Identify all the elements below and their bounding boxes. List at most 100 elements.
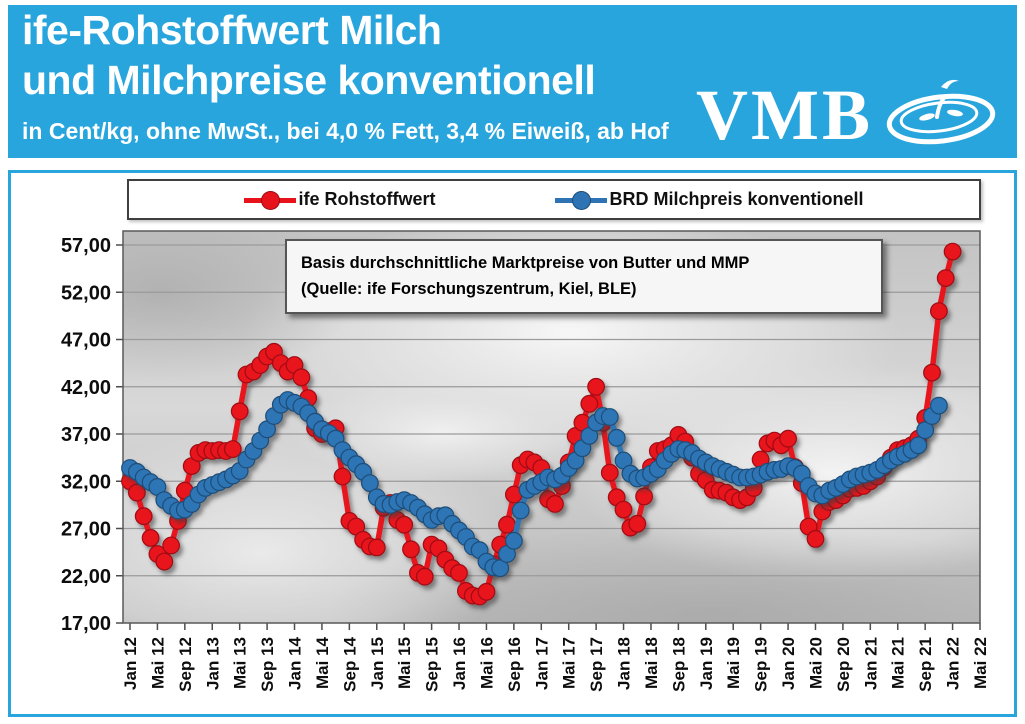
y-tick-label: 17,00 (61, 613, 111, 635)
data-point (930, 396, 948, 415)
data-point (155, 552, 174, 571)
x-tick-label: Mai 20 (806, 637, 825, 689)
x-tick-label: Sep 19 (752, 637, 771, 692)
legend-label-ife: ife Rohstoffwert (298, 189, 436, 209)
data-point (614, 500, 633, 519)
x-tick-label: Jan 18 (615, 637, 634, 690)
page-title-line2: und Milchpreise konventionell (22, 57, 596, 103)
blue-dot-swatch (572, 190, 592, 210)
page-subtitle: in Cent/kg, ohne MwSt., bei 4,0 % Fett, … (22, 118, 669, 144)
x-tick-label: Jan 22 (944, 637, 963, 690)
plot-border (122, 230, 981, 624)
data-point (361, 474, 379, 493)
data-point (292, 368, 311, 387)
x-tick-label: Jan 12 (121, 637, 140, 690)
x-tick-label: Jan 13 (203, 637, 222, 690)
x-tick-label: Mai 12 (148, 637, 167, 689)
data-point (491, 559, 510, 578)
legend-item-brd: BRD Milchpreis konventionell (555, 189, 864, 210)
legend-item-ife: ife Rohstoffwert (244, 189, 435, 210)
red-dot-swatch (261, 190, 281, 210)
data-point (943, 242, 962, 261)
x-tick-label: Mai 17 (560, 637, 579, 689)
y-tick-label: 32,00 (61, 471, 111, 493)
x-tick-label: Jan 14 (286, 636, 305, 689)
x-tick-label: Sep 18 (669, 637, 688, 692)
vmb-swirl-icon (879, 73, 999, 156)
x-tick-label: Jan 19 (697, 637, 716, 690)
x-tick-label: Mai 22 (971, 637, 990, 689)
data-point (930, 302, 948, 321)
x-tick-label: Mai 15 (395, 637, 414, 689)
page-title-line1: ife-Rohstoffwert Milch (22, 7, 442, 53)
axes: 57,00 52,00 47,00 42,00 37,00 32,00 27,00 22,00… (61, 235, 990, 692)
data-point (909, 436, 928, 455)
data-point (923, 363, 941, 382)
x-tick-label: Sep 20 (834, 637, 853, 692)
x-tick-label: Jan 15 (368, 637, 387, 690)
data-point (635, 487, 653, 506)
x-tick-label: Sep 21 (916, 637, 935, 692)
x-tick-label: Mai 21 (889, 637, 908, 689)
data-point (162, 536, 181, 555)
data-point (402, 540, 420, 559)
x-tick-label: Sep 16 (505, 637, 524, 692)
data-point (134, 507, 153, 526)
data-point (141, 529, 160, 547)
data-point (395, 515, 414, 534)
data-point (806, 530, 825, 548)
x-tick-label: Mai 16 (477, 637, 496, 689)
blue-series-marker-icon (555, 190, 608, 210)
x-tick-label: Jan 16 (450, 637, 469, 690)
series-brd-milchpreis (121, 391, 948, 578)
data-point (546, 495, 564, 513)
data-point (511, 501, 530, 520)
x-tick-label: Jan 17 (532, 637, 551, 690)
x-tick-label: Mai 13 (231, 637, 250, 689)
x-tick-label: Jan 21 (861, 637, 880, 690)
chart-panel: ife Rohstoffwert BRD Milchpreis konventi… (8, 170, 1017, 717)
x-tick-label: Sep 17 (587, 637, 606, 692)
x-tick-label: Sep 15 (423, 637, 442, 692)
chart-legend: ife Rohstoffwert BRD Milchpreis konventi… (127, 179, 981, 220)
data-point (127, 483, 146, 502)
data-point (600, 463, 619, 482)
vmb-logo: VMB (696, 73, 999, 156)
data-point (367, 538, 386, 557)
y-tick-label: 22,00 (61, 566, 111, 588)
data-point (607, 428, 626, 447)
data-point (600, 408, 619, 426)
data-point (628, 514, 647, 533)
data-point (505, 531, 523, 550)
data-point (498, 515, 516, 534)
annotation-line1: Basis durchschnittliche Marktpreise von … (301, 254, 750, 272)
x-tick-label: Jan 20 (779, 637, 798, 690)
data-point (936, 269, 955, 287)
legend-label-brd: BRD Milchpreis konventionell (609, 189, 864, 209)
data-point (916, 421, 935, 440)
y-tick-label: 47,00 (61, 330, 111, 352)
data-point (587, 377, 605, 396)
x-tick-label: Mai 18 (642, 637, 661, 689)
source-annotation-box: Basis durchschnittliche Marktpreise von … (285, 239, 883, 314)
data-point (230, 402, 249, 421)
y-tick-label: 42,00 (61, 377, 111, 399)
y-tick-label: 27,00 (61, 519, 111, 541)
header-banner: ife-Rohstoffwert Milch und Milchpreise k… (8, 5, 1017, 158)
red-series-marker-icon (244, 190, 297, 210)
data-point (580, 394, 599, 413)
vmb-logo-text: VMB (696, 74, 873, 155)
data-point (477, 582, 496, 601)
x-tick-label: Mai 14 (313, 636, 332, 689)
data-point (415, 567, 434, 586)
data-point (333, 467, 352, 486)
annotation-line2: (Quelle: ife Forschungszentrum, Kiel, BL… (301, 280, 637, 299)
y-tick-label: 37,00 (61, 424, 111, 446)
y-tick-label: 52,00 (61, 282, 111, 304)
data-point (450, 564, 468, 582)
x-tick-label: Mai 19 (724, 637, 743, 689)
data-point (223, 440, 242, 459)
data-point (779, 429, 797, 448)
y-tick-label: 57,00 (61, 235, 111, 257)
